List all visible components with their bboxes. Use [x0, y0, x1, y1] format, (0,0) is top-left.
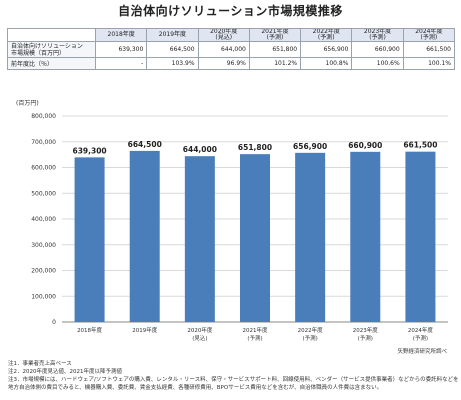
header-note: (予測)	[317, 34, 335, 41]
table-header-cell: 2024年度 (予測)	[402, 28, 456, 42]
x-tick-label: 2022年度	[298, 326, 323, 334]
header-note: (予測)	[369, 34, 386, 41]
table-header-cell: 2021年度 (予測)	[248, 28, 302, 42]
table-row: 前年度比（％） - 103.9% 96.9% 101.2% 100.8% 100…	[7, 57, 456, 70]
footnote: 地方自治体側の費目でみると、機器購入費、委託費、賃金支払経費、各種研修費用、BP…	[8, 385, 383, 391]
x-tick-label: 2021年度	[243, 326, 268, 334]
header-note: (予測)	[420, 34, 438, 41]
data-label: 651,800	[238, 143, 272, 152]
bar	[295, 152, 326, 322]
table-header-cell: 2020年度 (見込)	[197, 28, 250, 42]
y-tick-label: 400,000	[31, 216, 56, 223]
header-note: (予測)	[266, 34, 284, 41]
x-tick-label: 2024年度	[408, 326, 433, 334]
y-tick-label: 100,000	[31, 293, 56, 300]
source-note: 矢野経済研究所調べ	[397, 349, 447, 355]
row-label: 自治体向けソリューション 市場規模（百万円）	[7, 41, 96, 58]
y-tick-label: 700,000	[31, 139, 56, 146]
bar	[129, 150, 160, 322]
x-tick-label: 2023年度	[353, 326, 378, 334]
y-tick-label: 200,000	[31, 268, 56, 275]
bar	[184, 156, 215, 322]
data-label: 639,300	[72, 146, 106, 155]
header-year: 2023年度	[363, 28, 392, 35]
bar	[405, 151, 436, 322]
page-title: 自治体向けソリューション市場規模推移	[118, 4, 343, 18]
data-label: 656,900	[293, 142, 327, 151]
table-header-row: 2018年度 2019年度 2020年度 (見込) 2021年度 (予測) 2022…	[7, 28, 456, 42]
y-tick-label: 600,000	[31, 165, 56, 172]
table-header-cell	[7, 28, 96, 42]
x-tick-label: (見込)	[192, 334, 207, 342]
bar	[240, 154, 270, 322]
header-note: (見込)	[215, 34, 233, 41]
y-tick-label: 800,000	[31, 113, 56, 120]
table-cell: 100.8%	[300, 57, 353, 70]
x-tick-label: (予測)	[358, 334, 373, 342]
table-cell: 101.2%	[248, 57, 302, 70]
row-label-line: 市場規模（百万円）	[11, 49, 66, 57]
table-cell: 100.1%	[402, 57, 456, 70]
y-tick-label: 0	[52, 319, 56, 326]
header-year: 2020年度	[210, 28, 238, 35]
data-table: 2018年度 2019年度 2020年度 (見込) 2021年度 (予測) 2022…	[7, 28, 456, 70]
footnotes: 注1．事業者売上高ベース 注2．2020年度見込値、2021年度以降予測値 注3…	[8, 360, 458, 392]
x-tick-label: 2018年度	[77, 326, 102, 334]
data-label: 660,900	[348, 141, 382, 150]
x-tick-label: 2020年度	[187, 326, 212, 334]
table-row: 自治体向けソリューション 市場規模（百万円） 639,300 664,500 64…	[7, 41, 456, 58]
x-tick-label: (予測)	[247, 334, 262, 342]
x-tick-label: (予測)	[413, 334, 428, 342]
data-label: 661,500	[403, 141, 437, 150]
table-cell: 100.6%	[351, 57, 404, 70]
table-cell: 103.9%	[146, 57, 199, 70]
y-axis-unit: (百万円)	[16, 100, 39, 107]
bar	[350, 151, 381, 322]
header-year: 2022年度	[312, 28, 340, 35]
y-tick-label: 300,000	[31, 242, 56, 249]
header-year: 2024年度	[415, 28, 443, 35]
header-year: 2021年度	[261, 28, 289, 35]
x-tick-label: (予測)	[302, 334, 317, 342]
footnote: 注1．事業者売上高ベース	[8, 361, 72, 367]
x-tick-label: 2019年度	[132, 326, 157, 334]
data-label: 644,000	[183, 145, 217, 154]
data-label: 664,500	[128, 140, 162, 149]
y-tick-label: 500,000	[31, 190, 56, 197]
bar	[74, 157, 105, 322]
footnote: 注3．市場規模には、ハードウェア/ソフトウェアの購入費、レンタル・リース料、保守…	[8, 377, 458, 383]
row-label-line: 自治体向けソリューション	[11, 42, 83, 50]
row-label: 前年度比（％）	[7, 57, 96, 70]
footnote: 注2．2020年度見込値、2021年度以降予測値	[8, 369, 122, 375]
